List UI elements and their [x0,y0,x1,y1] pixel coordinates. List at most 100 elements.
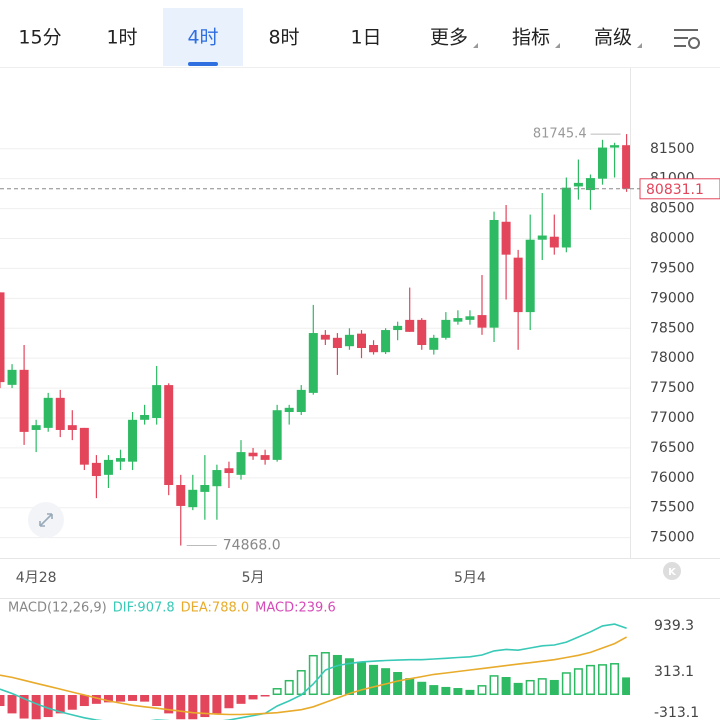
candle-body [513,257,523,313]
macd-chart: 939.3 313.1 -313.1 MACD(12,26,9) DIF:907.8 DE… [0,601,699,720]
y-tick-label: 939.3 [654,618,694,634]
y-tick-label: 76500 [650,440,695,456]
macd-bar [55,695,65,714]
candle-body [260,455,270,460]
tab[interactable]: 1日 [350,27,381,49]
macd-bar [344,658,354,696]
x-tick-label: 4月28 [16,570,57,586]
last-price-box [639,178,720,200]
legend-entry: DEA:788.0 [181,601,250,616]
tab[interactable]: 1时 [106,27,137,49]
macd-bar [489,675,499,696]
macd-bar [103,695,113,703]
tab[interactable]: 4时 [187,27,218,49]
candle-body [176,485,186,506]
candle-body [441,319,451,338]
tab[interactable]: 高级 [594,27,632,49]
macd-bar [272,688,282,696]
candle-body [188,489,198,508]
macd-bar [429,685,439,696]
candle-body [489,219,499,328]
legend-entry: DIF:907.8 [113,601,175,616]
candle-body [501,221,511,255]
macd-bar [477,685,487,696]
candle-body [19,369,29,432]
macd-bar [152,695,162,707]
macd-bar [164,695,174,714]
candle-body [224,468,234,474]
candle-body [248,452,258,457]
macd-bar [573,668,583,696]
macd-bar [622,677,630,696]
candle-body [236,452,246,475]
y-tick-label: 78500 [650,320,695,336]
menu-caret [473,43,478,48]
expand-icon[interactable] [28,502,64,538]
macd-bar [417,681,427,696]
candle-body [320,334,330,340]
y-tick-label: 77500 [650,380,695,396]
candle-body [308,333,318,393]
macd-bar [441,686,451,696]
svg-text:K: K [668,567,677,578]
candle-body [296,389,306,413]
y-tick-label: 81500 [650,141,695,157]
candle-body [55,397,65,430]
candle-body [284,407,294,413]
tab[interactable]: 15分 [18,27,61,49]
macd-bar [140,695,150,702]
macd-bar [501,677,511,696]
k-icon[interactable]: K [663,562,681,580]
candle-body [381,330,391,353]
macd-bar [525,679,535,696]
tab[interactable]: 指标 [512,27,550,49]
candle-body [393,325,403,331]
macd-bar [453,688,463,696]
macd-bar [332,654,342,696]
candle-body [549,236,559,248]
y-tick-label: -313.1 [654,705,699,720]
macd-bar [0,695,5,707]
settings-icon[interactable] [674,29,700,49]
macd-bar [260,695,270,697]
candle-body [212,470,222,487]
y-tick-label: 80500 [650,201,695,217]
macd-bar [79,695,89,707]
candle-body [103,459,113,475]
macd-bar [598,664,607,696]
high-label: 81745.4 [533,127,587,142]
macd-bar [369,664,379,696]
candle-body [128,419,138,462]
macd-bar [176,695,186,720]
tab[interactable]: 8时 [268,27,299,49]
y-tick-label: 78000 [650,350,695,366]
candle-body [369,345,379,353]
macd-bar [513,682,523,696]
candle-body [140,415,150,420]
candle-body [477,315,487,328]
menu-caret [555,43,560,48]
macd-line [0,636,627,716]
candle-body [610,145,620,148]
macd-bar [393,672,403,696]
macd-bar [91,695,101,704]
candle-body [537,235,547,240]
candle-body [67,425,77,430]
price-chart: 75000 75500 76000 76500 77000 77500 78000 78500… [0,127,720,586]
x-tick-label: 5月 [242,570,265,586]
candle-body [561,187,571,248]
y-tick-label: 79500 [650,260,695,276]
candle-body [525,239,535,313]
legend-entry: MACD:239.6 [255,601,336,616]
x-tick-label: 5月4 [454,570,486,586]
macd-bar [537,678,547,696]
candle-body [598,147,607,179]
macd-bar [405,678,415,696]
candle-body [622,145,630,189]
macd-bar [7,695,17,714]
macd-bar [212,695,222,714]
candle-body [152,385,162,418]
candle-body [164,385,174,486]
tab[interactable]: 更多 [430,27,468,49]
